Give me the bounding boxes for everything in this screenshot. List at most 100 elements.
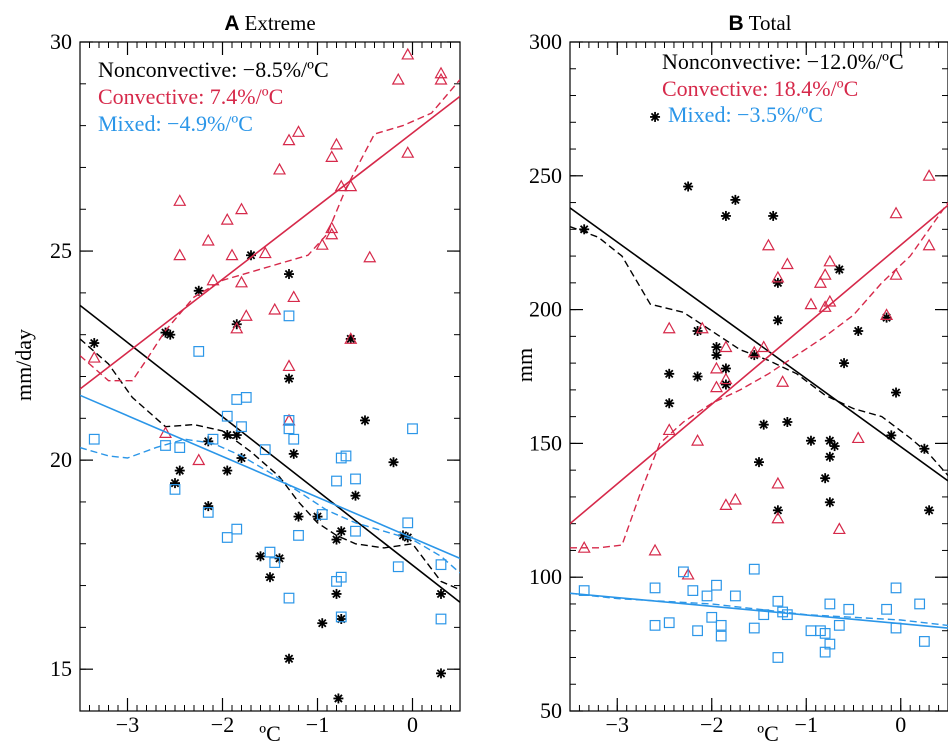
- panel-a-convective-smooth-line: [80, 79, 460, 382]
- panel-b-nonconvective-smooth-line: [570, 225, 948, 476]
- panel-a-convective-point: [325, 227, 339, 240]
- panel-a-convective-point: [282, 413, 296, 426]
- panel-a-mixed-point: [435, 613, 447, 625]
- panel-b-convective-point: [719, 372, 733, 385]
- panel-a-convective-point: [258, 246, 272, 259]
- panel-b-nonconvective-point: [782, 416, 793, 427]
- panel-b-convective-point: [662, 423, 676, 436]
- panel-a-nonconvective-point: [288, 448, 299, 459]
- panel-a-mixed-point: [335, 611, 347, 623]
- panel-b-convective-point: [691, 433, 705, 446]
- panel-b-nonconvective-fit-line: [570, 207, 948, 482]
- panel-b-nonconvective-point: [758, 419, 769, 430]
- panel-a-convective-point: [225, 248, 239, 261]
- panel-b-convective-fit-line: [570, 204, 948, 525]
- panel-b-mixed-point: [706, 611, 718, 623]
- panel-a-mixed-point: [392, 561, 404, 573]
- panel-b-nonconvective-point: [692, 371, 703, 382]
- panel-b-convective-point: [695, 321, 709, 334]
- panel-a-convective-point: [391, 72, 405, 85]
- panel-a-mixed-point: [259, 444, 271, 456]
- panel-b-nonconvective-point: [839, 358, 850, 369]
- panel-a-plot: −3 −2 −1 0 15 20 25 30: [50, 29, 461, 737]
- panel-b-convective-point: [719, 498, 733, 510]
- panel-a-nonconvective-point: [331, 588, 342, 599]
- panel-b-nonconvective-point: [829, 441, 840, 452]
- panel-b-nonconvective-point: [853, 326, 864, 337]
- panel-b-nonconvective-point: [824, 497, 835, 508]
- panel-a-mixed-point: [350, 473, 361, 485]
- panel-b-nonconvective-point: [749, 350, 760, 361]
- panel-a-nonconvective-point: [333, 693, 344, 704]
- panel-b-nonconvective-point: [711, 350, 722, 361]
- panel-a-convective-point: [192, 453, 206, 466]
- panel-b-nonconvective-point: [881, 312, 892, 323]
- panel-a-mixed-point: [335, 571, 347, 583]
- panel-a-convective-point: [282, 133, 296, 146]
- panel-a-convective-point: [206, 273, 220, 286]
- panel-a-mixed-point: [231, 394, 243, 405]
- panel-b-mixed-point: [649, 619, 661, 631]
- panel-b-convective-point: [889, 268, 903, 280]
- panel-b-nonconvective-point: [824, 451, 835, 462]
- panel-b-mixed-point: [819, 627, 831, 639]
- panel-a-convective-point: [268, 302, 282, 315]
- panel-b-nonconvective-point: [805, 435, 816, 446]
- panel-b-mixed-point: [833, 619, 845, 631]
- panel-a-nonconvective-point: [165, 329, 176, 340]
- panel-a-mixed-point: [435, 559, 447, 571]
- panel-a-convective-point: [344, 179, 358, 192]
- panel-b-nonconvective-point: [683, 181, 694, 192]
- panel-a-x-axis-label: ºC: [259, 721, 281, 745]
- panel-a-rate-convective: Convective: 7.4%/ºC: [98, 84, 283, 109]
- panel-b-mixed-point: [781, 609, 793, 621]
- panel-a-mixed-point: [236, 421, 247, 433]
- panel-a-convective-point: [363, 250, 377, 263]
- panel-b-nonconvective-point: [772, 277, 783, 288]
- panel-b-nonconvective-point: [650, 111, 661, 122]
- panel-b-y-axis-label: mm: [512, 348, 537, 382]
- panel-b-mixed-point: [881, 603, 892, 615]
- panel-a-nonconvective-point: [284, 269, 294, 280]
- panel-a-convective-point: [173, 194, 187, 206]
- panel-b-mixed-point: [890, 582, 902, 594]
- panel-a-mixed-point: [221, 410, 233, 422]
- panel-b-y-tick-label: 50: [540, 698, 562, 723]
- panel-a-y-axis-label: mm/day: [11, 329, 36, 401]
- panel-b-mixed-point: [824, 638, 836, 650]
- panel-b-mixed-point: [692, 625, 703, 637]
- panel-b-mixed-point: [715, 630, 727, 642]
- panel-b-convective-point: [771, 476, 785, 489]
- panel-b-mixed-point: [711, 579, 722, 591]
- panel-a-convective-fit-line: [80, 95, 460, 390]
- panel-b-x-tick-label: −1: [795, 712, 818, 737]
- panel-b-nonconvective-point: [720, 210, 731, 221]
- panel-b-x-tick-label: −2: [700, 712, 723, 737]
- panel-b-title-text: Total: [749, 11, 792, 35]
- panel-a-convective-point: [434, 72, 448, 85]
- panel-a-nonconvective-point: [336, 614, 347, 625]
- panel-a-mixed-point: [221, 532, 233, 543]
- panel-b-convective-smooth-line: [570, 202, 948, 549]
- panel-b-convective-point: [648, 543, 662, 556]
- panel-a-title-text: Extreme: [245, 11, 316, 35]
- panel-b-mixed-point: [748, 622, 760, 634]
- panel-a-mixed-point: [331, 475, 342, 487]
- panel-a-nonconvective-point: [336, 526, 347, 537]
- panel-b-nonconvective-point: [730, 194, 741, 205]
- panel-a-nonconvective-point: [255, 551, 266, 562]
- panel-b-mixed-point: [758, 609, 770, 621]
- panel-b-nonconvective-point: [891, 387, 902, 398]
- panel-b-mixed-point: [748, 563, 760, 575]
- panel-a-convective-point: [334, 179, 348, 192]
- panel-a-mixed-point: [316, 509, 328, 520]
- panel-a-x-tick-label: −3: [116, 712, 139, 737]
- panel-b-nonconvective-point: [886, 430, 897, 441]
- panel-b-mixed-point: [715, 619, 727, 631]
- panel-a-mixed-point: [202, 506, 214, 518]
- panel-a-convective-point: [230, 321, 244, 334]
- panel-b-rate-nonconvective: Nonconvective: −12.0%/ºC: [662, 49, 904, 74]
- panel-b-nonconvective-point: [720, 363, 731, 374]
- panel-a-mixed-point: [293, 529, 304, 541]
